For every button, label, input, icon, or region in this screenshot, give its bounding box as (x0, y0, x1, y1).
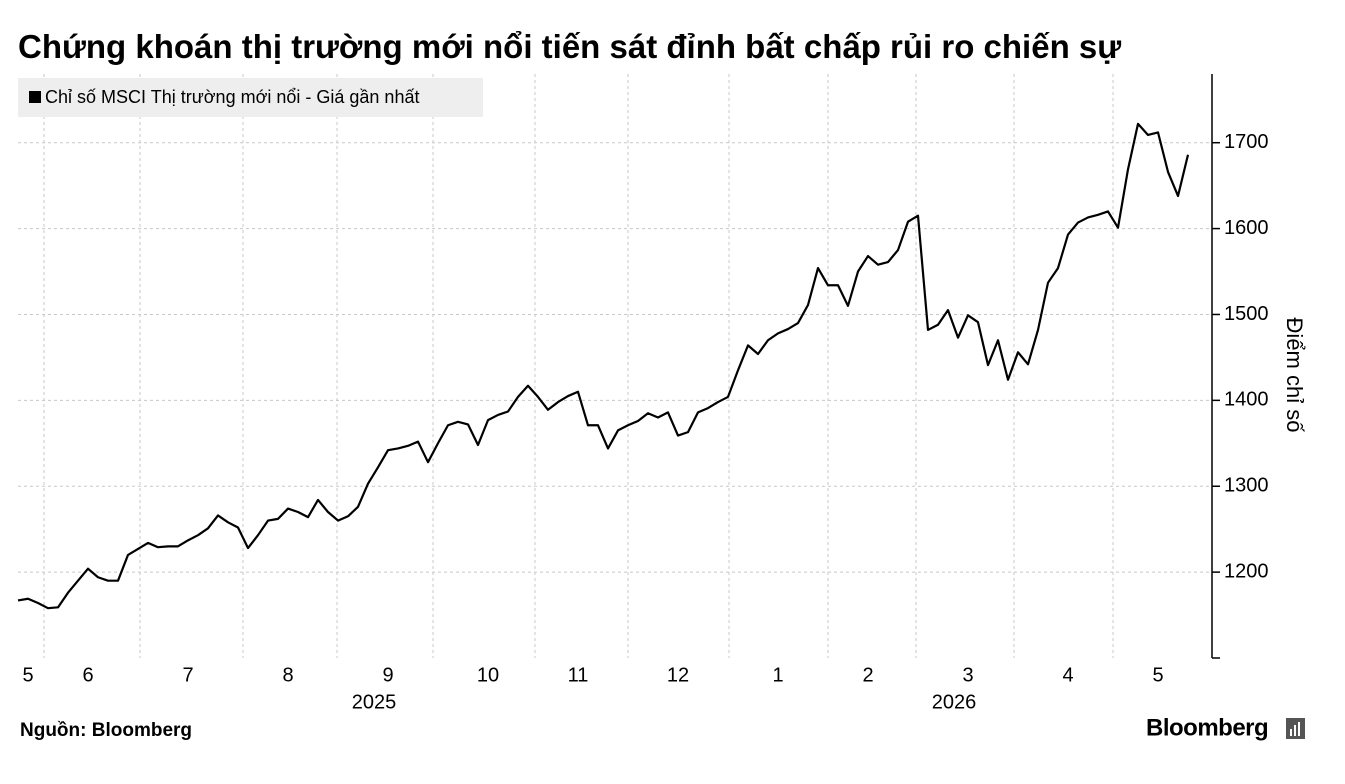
x-tick-label: 4 (1062, 664, 1073, 686)
x-tick-label: 11 (568, 664, 589, 686)
y-tick-label: 1700 (1224, 131, 1269, 153)
x-tick-label: 1 (772, 664, 783, 686)
x-tick-label: 5 (1152, 664, 1163, 686)
series-line (17, 122, 1190, 610)
x-year-label: 2025 (352, 691, 397, 713)
x-tick-label: 7 (182, 664, 193, 686)
x-year-label: 2026 (932, 691, 977, 713)
legend: Chỉ số MSCI Thị trường mới nổi - Giá gần… (18, 78, 483, 117)
x-tick-label: 3 (962, 664, 973, 686)
y-tick-label: 1600 (1224, 217, 1269, 239)
source-note: Nguồn: Bloomberg (20, 720, 192, 741)
legend-box (18, 78, 483, 117)
x-tick-label: 2 (862, 664, 873, 686)
y-tick-label: 1400 (1224, 389, 1269, 411)
x-tick-label: 12 (667, 664, 689, 686)
x-tick-label: 10 (477, 664, 499, 686)
legend-label: Chỉ số MSCI Thị trường mới nổi - Giá gần… (45, 87, 419, 107)
x-tick-label: 9 (382, 664, 393, 686)
brand-logo: Bloomberg (1146, 714, 1268, 741)
x-tick-label: 8 (282, 664, 293, 686)
brand-icon-bar (1298, 722, 1300, 736)
legend-swatch (29, 91, 41, 103)
x-tick-label: 5 (22, 664, 33, 686)
brand-icon (1286, 718, 1305, 739)
chart-title: Chứng khoán thị trường mới nổi tiến sát … (18, 28, 1121, 65)
y-tick-label: 1300 (1224, 475, 1269, 497)
brand-icon-bar (1290, 729, 1292, 736)
y-tick-label: 1200 (1224, 560, 1269, 582)
y-tick-label: 1500 (1224, 303, 1269, 325)
brand-icon-bar (1294, 725, 1296, 736)
x-tick-label: 6 (82, 664, 93, 686)
y-axis-title: Điểm chỉ số (1282, 318, 1307, 433)
